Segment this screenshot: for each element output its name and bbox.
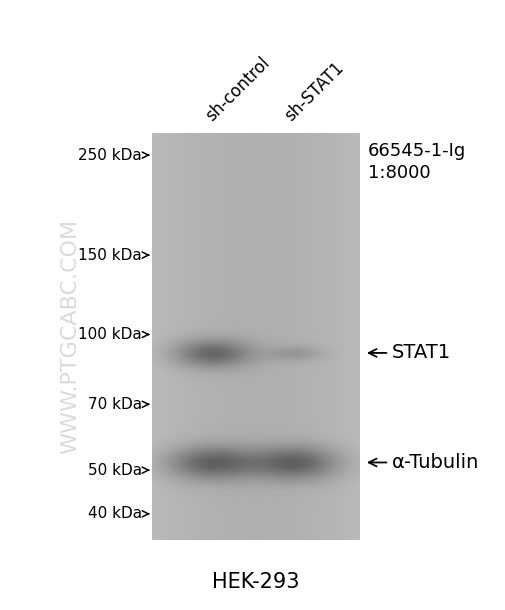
Text: WWW.PTGCABC.COM: WWW.PTGCABC.COM xyxy=(60,219,80,454)
Text: 150 kDa: 150 kDa xyxy=(78,248,148,262)
Text: sh-STAT1: sh-STAT1 xyxy=(281,59,347,125)
Text: STAT1: STAT1 xyxy=(369,343,451,362)
Text: 100 kDa: 100 kDa xyxy=(78,327,148,342)
Text: α-Tubulin: α-Tubulin xyxy=(369,453,479,472)
Text: sh-control: sh-control xyxy=(201,54,273,125)
Text: 40 kDa: 40 kDa xyxy=(88,506,148,522)
Text: 70 kDa: 70 kDa xyxy=(88,396,148,412)
Text: 250 kDa: 250 kDa xyxy=(78,148,148,163)
Text: HEK-293: HEK-293 xyxy=(212,572,300,592)
Text: 1:8000: 1:8000 xyxy=(368,164,431,182)
Text: 50 kDa: 50 kDa xyxy=(88,462,148,478)
Text: 66545-1-Ig: 66545-1-Ig xyxy=(368,142,466,160)
